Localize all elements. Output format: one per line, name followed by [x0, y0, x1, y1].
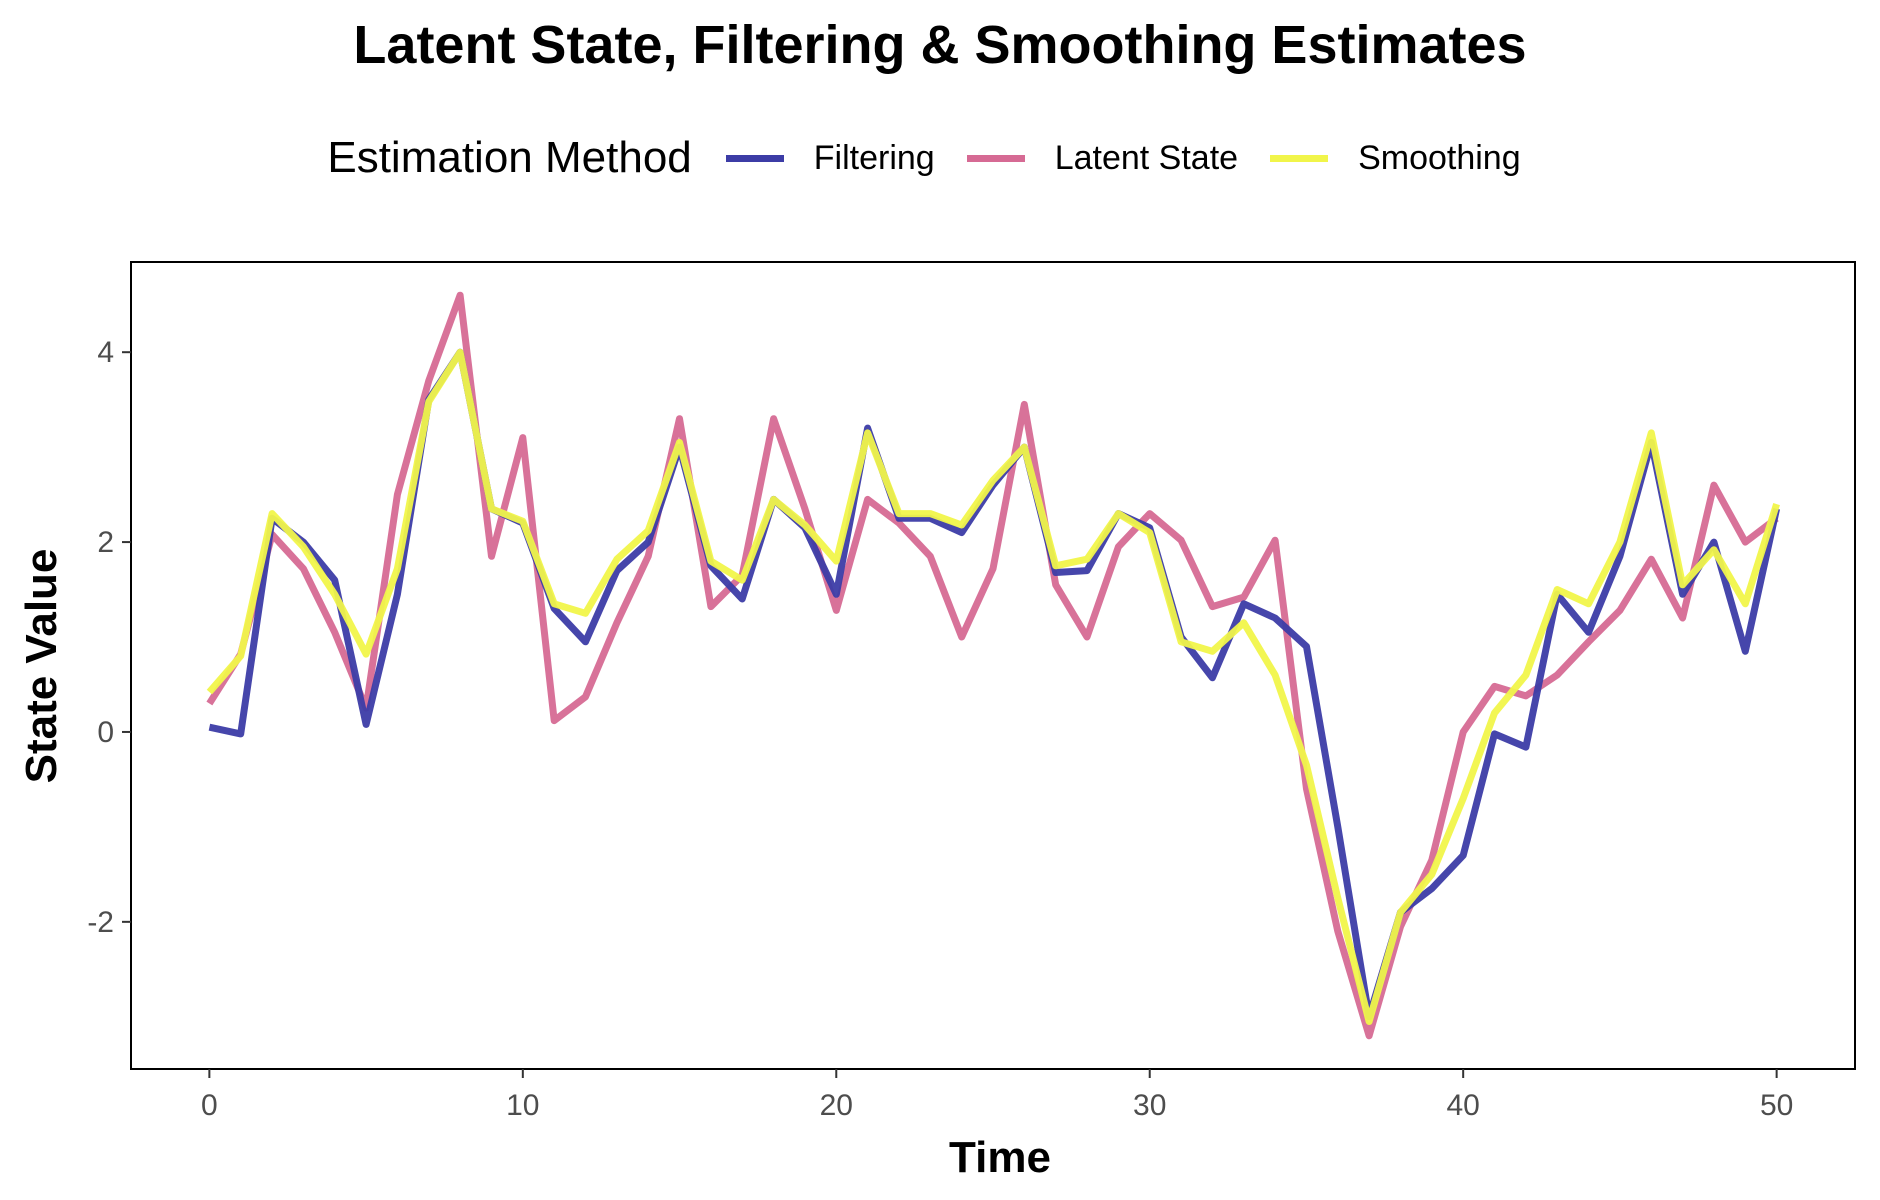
x-tick-label: 10 [506, 1089, 539, 1122]
x-tick-label: 0 [201, 1089, 218, 1122]
legend-title: Estimation Method [327, 133, 692, 182]
series-lines [206, 291, 1781, 1040]
legend: Estimation Method Filtering Latent State… [0, 128, 1880, 188]
legend-label-filtering: Filtering [813, 138, 935, 177]
legend-key-latent-state [966, 154, 1025, 162]
y-tick-label: 4 [97, 336, 114, 369]
legend-key-filtering [725, 154, 784, 162]
legend-label-latent-state: Latent State [1054, 138, 1239, 177]
y-axis-title: State Value [17, 549, 66, 784]
x-tick-label: 20 [820, 1089, 853, 1122]
y-tick-label: 2 [97, 526, 114, 559]
chart-title: Latent State, Filtering & Smoothing Esti… [353, 15, 1527, 75]
legend-key-smoothing [1270, 154, 1329, 162]
x-tick-label: 40 [1446, 1089, 1479, 1122]
series-line-smoothing [206, 348, 1780, 1025]
x-tick-label: 50 [1760, 1089, 1793, 1122]
series-line-filtering [208, 348, 1781, 1021]
x-axis: 0 10 20 30 40 50 [201, 1069, 1793, 1122]
y-axis: -2 0 2 4 [87, 336, 131, 939]
y-tick-label: 0 [97, 716, 114, 749]
x-axis-title: Time [949, 1133, 1051, 1182]
y-tick-label: -2 [87, 906, 114, 939]
legend-item-latent-state: Latent State [966, 138, 1239, 178]
x-tick-label: 30 [1133, 1089, 1166, 1122]
panel-border [130, 261, 1856, 1070]
legend-label-smoothing: Smoothing [1358, 138, 1521, 177]
legend-item-smoothing: Smoothing [1270, 139, 1521, 178]
legend-item-filtering: Filtering [725, 138, 935, 178]
